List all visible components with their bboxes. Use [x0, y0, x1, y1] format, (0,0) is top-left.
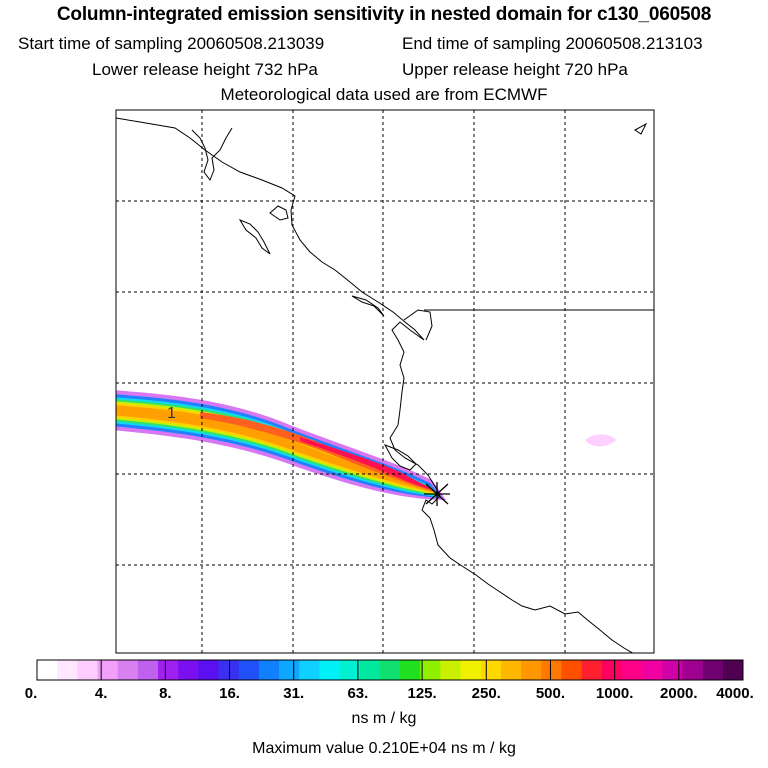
color-scale-tick-label: 31. — [283, 685, 304, 702]
start-time-label: Start time of sampling 20060508.213039 — [18, 34, 325, 53]
color-scale-tick-label: 250. — [472, 685, 501, 702]
color-scale-tick-label: 16. — [219, 685, 240, 702]
color-scale-cell — [258, 660, 280, 680]
color-scale-cell — [682, 660, 704, 680]
color-scale-cell — [702, 660, 724, 680]
color-scale-cell — [117, 660, 139, 680]
color-scale-tick-label: 63. — [347, 685, 368, 702]
color-scale-cell — [541, 660, 562, 680]
color-scale-cell — [238, 660, 260, 680]
color-scale-cell — [480, 660, 502, 680]
color-scale-cell — [279, 660, 300, 680]
scale-units: ns m / kg — [351, 710, 417, 727]
color-scale-tick-label: 4. — [95, 685, 108, 702]
color-scale-cell — [178, 660, 199, 680]
color-scale-cell — [621, 660, 643, 680]
emission-plume — [116, 390, 616, 500]
maximum-value-label: Maximum value 0.210E+04 ns m / kg — [252, 740, 516, 757]
color-scale-cell — [299, 660, 320, 680]
color-scale-cell — [581, 660, 603, 680]
color-scale-tick-label: 8. — [159, 685, 172, 702]
map-frame — [115, 109, 655, 654]
end-time-label: End time of sampling 20060508.213103 — [402, 34, 703, 53]
color-scale-cell — [601, 660, 623, 680]
color-scale-cell — [57, 660, 78, 680]
color-scale-tick-label: 125. — [407, 685, 436, 702]
color-scale-cell — [500, 660, 522, 680]
color-scale-cell — [319, 660, 341, 680]
color-scale-cell — [642, 660, 663, 680]
plot-title: Column-integrated emission sensitivity i… — [56, 4, 712, 25]
graticule — [116, 110, 654, 653]
color-scale-cell — [722, 660, 744, 680]
color-scale-cell — [662, 660, 683, 680]
lower-release-label: Lower release height 732 hPa — [92, 60, 318, 79]
color-scale-cell — [379, 660, 401, 680]
color-scale-bar — [36, 660, 744, 680]
color-scale-cell — [521, 660, 542, 680]
color-scale-tick-label: 500. — [536, 685, 565, 702]
met-data-label: Meteorological data used are from ECMWF — [220, 85, 548, 104]
color-scale-cell — [561, 660, 583, 680]
upper-release-label: Upper release height 720 hPa — [402, 60, 628, 79]
color-scale-cell — [420, 660, 441, 680]
color-scale-cell — [137, 660, 159, 680]
color-scale-cell — [400, 660, 421, 680]
color-scale-cell — [440, 660, 462, 680]
color-scale-tick-label: 1000. — [596, 685, 634, 702]
color-scale-tick-label: 0. — [25, 685, 38, 702]
color-scale-cell — [339, 660, 361, 680]
coastline — [116, 117, 634, 653]
color-scale-cell — [37, 660, 58, 680]
plume-contour-label: 1 — [167, 405, 176, 422]
asterisk-icon — [424, 482, 450, 506]
color-scale-cell — [218, 660, 240, 680]
color-scale-cell — [359, 660, 381, 680]
color-scale-cell — [198, 660, 220, 680]
color-scale-cell — [97, 660, 119, 680]
color-scale-cell — [77, 660, 99, 680]
color-scale-cell — [460, 660, 482, 680]
color-scale-tick-label: 2000. — [660, 685, 698, 702]
color-scale-frame — [36, 659, 744, 681]
map-marker-icon — [634, 122, 648, 135]
color-scale-tick-label: 4000. — [716, 685, 754, 702]
color-scale-cell — [158, 660, 179, 680]
